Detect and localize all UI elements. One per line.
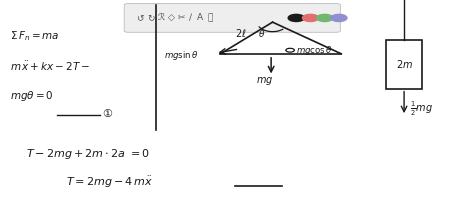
Text: ↺: ↺: [136, 13, 144, 22]
Bar: [386, 40, 422, 89]
Circle shape: [302, 14, 319, 22]
Text: ◇: ◇: [168, 13, 175, 22]
Circle shape: [288, 14, 304, 22]
Text: $T = 2mg - 4\,m\ddot{x}$: $T = 2mg - 4\,m\ddot{x}$: [66, 175, 154, 190]
Text: $m\,\ddot{x} + kx - 2T -$: $m\,\ddot{x} + kx - 2T -$: [10, 60, 91, 73]
Text: $mg\cos\theta$: $mg\cos\theta$: [296, 44, 333, 57]
Text: ✂: ✂: [178, 13, 185, 22]
FancyBboxPatch shape: [124, 4, 340, 32]
Text: $2m$: $2m$: [396, 58, 412, 70]
Text: $\Sigma\, F_n = ma$: $\Sigma\, F_n = ma$: [10, 29, 60, 43]
Text: $\frac{1}{2}mg$: $\frac{1}{2}mg$: [410, 100, 433, 118]
Text: $2\ell$: $2\ell$: [235, 27, 246, 39]
Text: ⬜: ⬜: [207, 13, 213, 22]
Text: $T - 2mg + 2m \cdot 2a\ = 0$: $T - 2mg + 2m \cdot 2a\ = 0$: [26, 147, 150, 161]
Circle shape: [317, 14, 333, 22]
Text: ∕: ∕: [189, 13, 192, 22]
Text: ↻: ↻: [147, 13, 155, 22]
Text: $mg\sin\theta$: $mg\sin\theta$: [164, 49, 198, 62]
Circle shape: [331, 14, 347, 22]
Text: ①: ①: [102, 109, 112, 119]
Text: ℛ: ℛ: [157, 13, 165, 22]
Text: $mg\theta = 0$: $mg\theta = 0$: [10, 89, 54, 103]
Text: $\theta$: $\theta$: [258, 28, 266, 39]
Text: $mg$: $mg$: [256, 75, 273, 87]
Text: A: A: [197, 13, 203, 22]
